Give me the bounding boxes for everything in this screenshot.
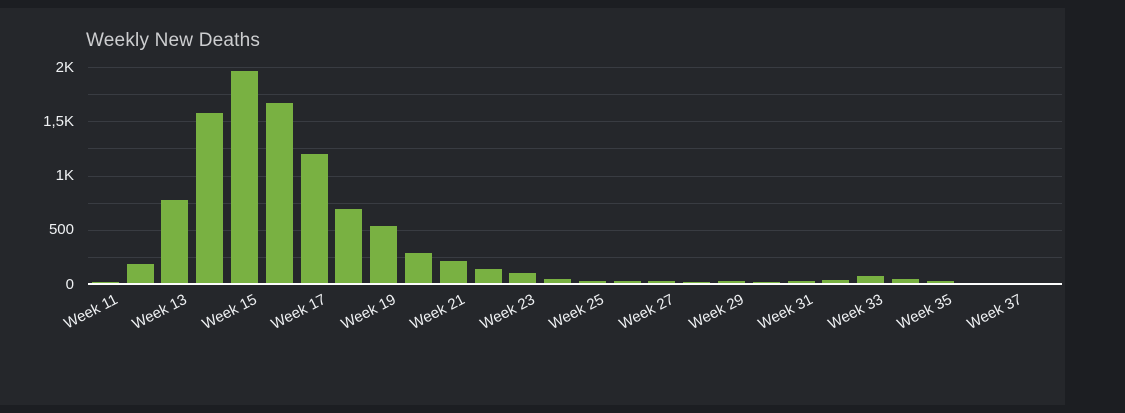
bar-week-18[interactable] xyxy=(335,209,363,284)
gridline xyxy=(88,175,1062,177)
bar-week-35[interactable] xyxy=(926,281,954,284)
bar-week-12[interactable] xyxy=(126,263,154,284)
bar-week-28[interactable] xyxy=(683,281,711,284)
bar-week-27[interactable] xyxy=(648,281,676,284)
bar-week-20[interactable] xyxy=(404,252,432,284)
bar-week-19[interactable] xyxy=(370,226,398,284)
y-tick-label: 1K xyxy=(55,167,74,184)
gridline xyxy=(88,256,1062,258)
bar-week-29[interactable] xyxy=(718,281,746,284)
y-tick-label: 500 xyxy=(48,221,74,239)
gridline xyxy=(88,67,1062,68)
chart-title: Weekly New Deaths xyxy=(86,30,261,51)
bar-week-33[interactable] xyxy=(857,275,885,284)
bar-week-13[interactable] xyxy=(161,199,189,284)
bar-week-32[interactable] xyxy=(822,279,850,284)
gridline xyxy=(88,202,1062,204)
gridline xyxy=(88,121,1062,123)
bar-week-34[interactable] xyxy=(891,279,919,284)
x-axis-line xyxy=(88,283,1062,285)
gridline xyxy=(88,148,1062,150)
bar-week-31[interactable] xyxy=(787,281,815,284)
bar-week-17[interactable] xyxy=(300,153,328,284)
bar-week-23[interactable] xyxy=(509,273,537,284)
y-tick-label: 2K xyxy=(55,58,74,76)
bar-week-25[interactable] xyxy=(578,280,606,284)
gridline xyxy=(88,94,1062,96)
bar-week-14[interactable] xyxy=(196,112,224,284)
gridline xyxy=(88,229,1062,231)
bar-week-26[interactable] xyxy=(613,280,641,284)
bar-week-24[interactable] xyxy=(544,279,572,284)
bar-week-21[interactable] xyxy=(439,261,467,284)
bar-chart-plot xyxy=(88,67,1062,285)
bar-week-15[interactable] xyxy=(231,70,259,284)
y-tick-label: 1,5K xyxy=(43,112,74,130)
bar-week-22[interactable] xyxy=(474,268,502,284)
y-tick-label: 0 xyxy=(65,275,74,293)
bar-week-16[interactable] xyxy=(265,103,293,284)
